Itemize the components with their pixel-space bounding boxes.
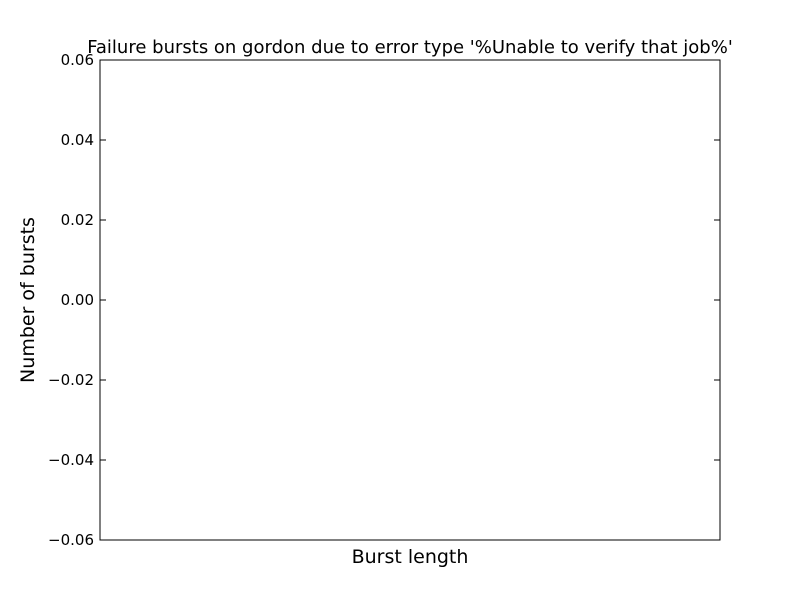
y-tick-label: −0.04 (48, 451, 94, 469)
y-axis-ticks: −0.06 −0.04 −0.02 0.00 0.02 0.04 0.06 (48, 51, 720, 549)
y-tick-label: 0.06 (61, 51, 94, 69)
y-tick-label: 0.04 (61, 131, 94, 149)
chart-title: Failure bursts on gordon due to error ty… (87, 37, 733, 58)
y-tick-label: 0.00 (61, 291, 94, 309)
y-tick-label: −0.02 (48, 371, 94, 389)
y-tick-label: 0.02 (61, 211, 94, 229)
y-axis-label: Number of bursts (17, 217, 39, 383)
x-axis-label: Burst length (352, 546, 469, 568)
y-tick-label: −0.06 (48, 531, 94, 549)
